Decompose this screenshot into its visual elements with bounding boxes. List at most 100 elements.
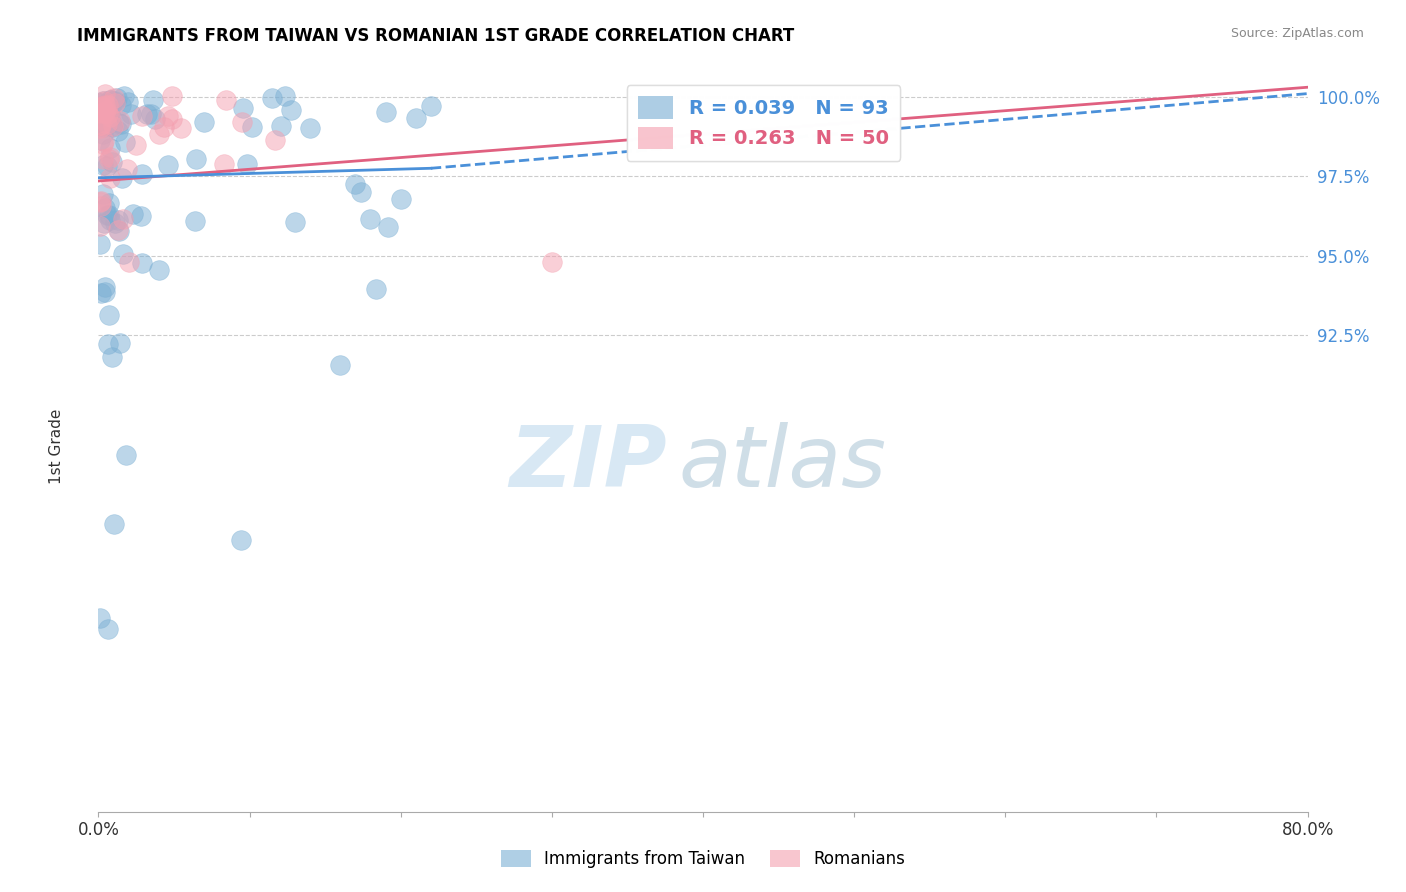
Point	[97, 106, 120, 120]
Point	[160, 89, 183, 103]
Point	[91, 153, 114, 167]
Point	[115, 161, 138, 176]
Text: Source: ZipAtlas.com: Source: ZipAtlas.com	[1230, 27, 1364, 40]
Point	[90, 118, 112, 132]
Point	[142, 93, 165, 107]
Point	[103, 90, 125, 104]
Point	[231, 114, 253, 128]
Point	[101, 350, 124, 364]
Point	[96, 208, 118, 222]
Point	[90, 199, 112, 213]
Point	[90, 285, 112, 300]
Point	[98, 170, 121, 185]
Point	[98, 104, 121, 119]
Point	[89, 117, 111, 131]
Point	[96, 118, 118, 132]
Point	[107, 123, 129, 137]
Point	[359, 211, 381, 226]
Point	[101, 155, 124, 169]
Point	[110, 98, 132, 112]
Point	[91, 105, 114, 120]
Point	[405, 112, 427, 126]
Point	[89, 106, 111, 120]
Point	[377, 219, 399, 234]
Point	[299, 121, 322, 136]
Point	[89, 113, 111, 128]
Point	[94, 285, 117, 299]
Point	[240, 120, 263, 135]
Point	[97, 336, 120, 351]
Point	[89, 219, 111, 234]
Point	[98, 152, 121, 166]
Point	[103, 516, 125, 531]
Point	[100, 98, 122, 112]
Point	[98, 141, 121, 155]
Point	[212, 156, 235, 170]
Point	[101, 119, 124, 133]
Point	[90, 99, 112, 113]
Point	[98, 213, 121, 227]
Point	[100, 103, 122, 117]
Point	[344, 177, 367, 191]
Point	[97, 208, 120, 222]
Point	[94, 279, 117, 293]
Point	[89, 237, 111, 252]
Text: ZIP: ZIP	[509, 422, 666, 505]
Point	[91, 100, 114, 114]
Point	[232, 101, 254, 115]
Point	[183, 214, 205, 228]
Point	[121, 207, 143, 221]
Point	[89, 96, 111, 111]
Point	[108, 113, 131, 128]
Point	[274, 88, 297, 103]
Point	[236, 156, 259, 170]
Point	[91, 127, 114, 141]
Legend: Immigrants from Taiwan, Romanians: Immigrants from Taiwan, Romanians	[494, 843, 912, 875]
Point	[131, 109, 153, 123]
Point	[420, 98, 443, 112]
Point	[215, 93, 238, 107]
Point	[280, 103, 302, 118]
Point	[148, 127, 170, 141]
Point	[97, 622, 120, 636]
Point	[98, 110, 121, 124]
Point	[364, 282, 387, 296]
Point	[91, 186, 114, 201]
Point	[131, 256, 153, 270]
Point	[263, 133, 285, 147]
Point	[131, 209, 153, 223]
Point	[96, 100, 118, 114]
Point	[91, 159, 114, 173]
Point	[89, 96, 111, 111]
Legend: R = 0.039   N = 93, R = 0.263   N = 50: R = 0.039 N = 93, R = 0.263 N = 50	[627, 85, 900, 161]
Point	[131, 167, 153, 181]
Point	[540, 255, 562, 269]
Point	[108, 116, 131, 130]
Point	[96, 159, 118, 173]
Point	[157, 109, 180, 123]
Point	[111, 247, 134, 261]
Point	[229, 533, 252, 547]
Point	[96, 113, 118, 128]
Point	[107, 223, 129, 237]
Point	[89, 133, 111, 147]
Text: 1st Grade: 1st Grade	[49, 409, 63, 483]
Point	[93, 216, 115, 230]
Point	[98, 93, 121, 107]
Point	[96, 117, 118, 131]
Point	[184, 152, 207, 166]
Point	[108, 224, 131, 238]
Point	[350, 186, 373, 200]
Point	[114, 136, 136, 150]
Point	[170, 120, 193, 135]
Point	[94, 87, 117, 102]
Point	[89, 610, 111, 624]
Point	[139, 107, 162, 121]
Point	[329, 358, 352, 372]
Point	[143, 112, 166, 126]
Point	[93, 94, 115, 108]
Point	[100, 115, 122, 129]
Point	[115, 448, 138, 462]
Point	[93, 135, 115, 149]
Point	[160, 112, 183, 127]
